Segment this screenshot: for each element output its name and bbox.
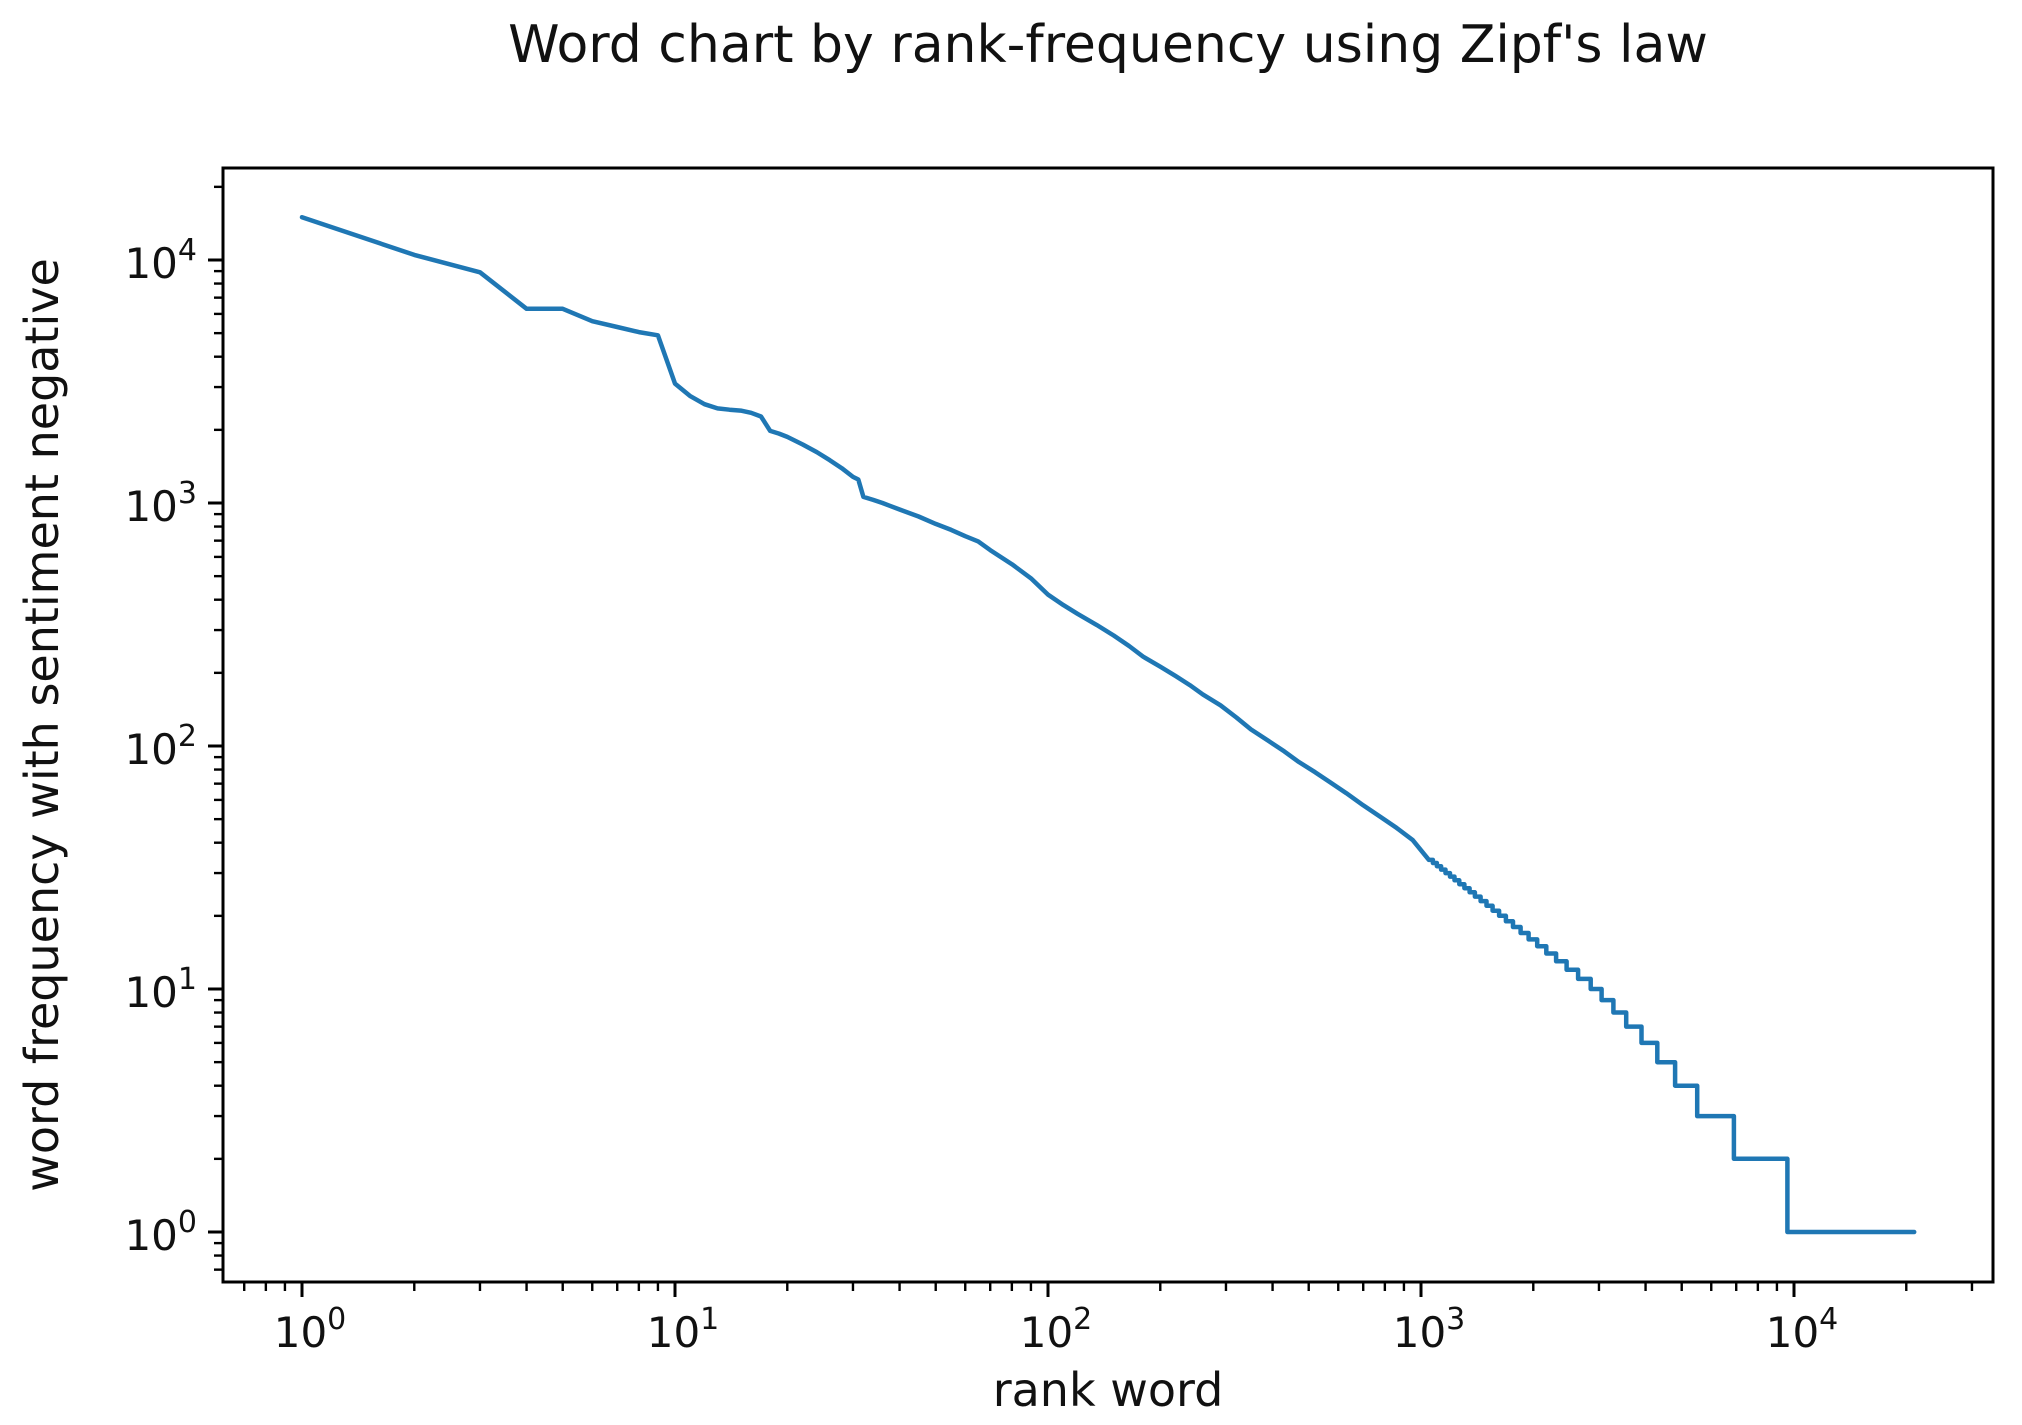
y-axis-label: word frequency with sentiment negative xyxy=(15,258,69,1192)
x-tick-label: 104 xyxy=(1766,1302,1839,1357)
y-tick-label: 100 xyxy=(124,1205,197,1260)
y-tick-label: 102 xyxy=(124,719,197,774)
y-tick-label: 101 xyxy=(124,962,197,1017)
x-tick-label: 101 xyxy=(647,1302,720,1357)
x-tick-label: 102 xyxy=(1020,1302,1093,1357)
x-axis-label: rank word xyxy=(992,1363,1224,1417)
x-tick-label: 103 xyxy=(1393,1302,1466,1357)
axes-spines xyxy=(221,166,1995,1284)
y-tick-label: 104 xyxy=(124,233,197,288)
x-tick-label: 100 xyxy=(274,1302,347,1357)
y-tick-label: 103 xyxy=(124,476,197,531)
zipf-frequency-line xyxy=(299,214,1917,1235)
chart-title: Word chart by rank-frequency using Zipf'… xyxy=(508,15,1708,75)
